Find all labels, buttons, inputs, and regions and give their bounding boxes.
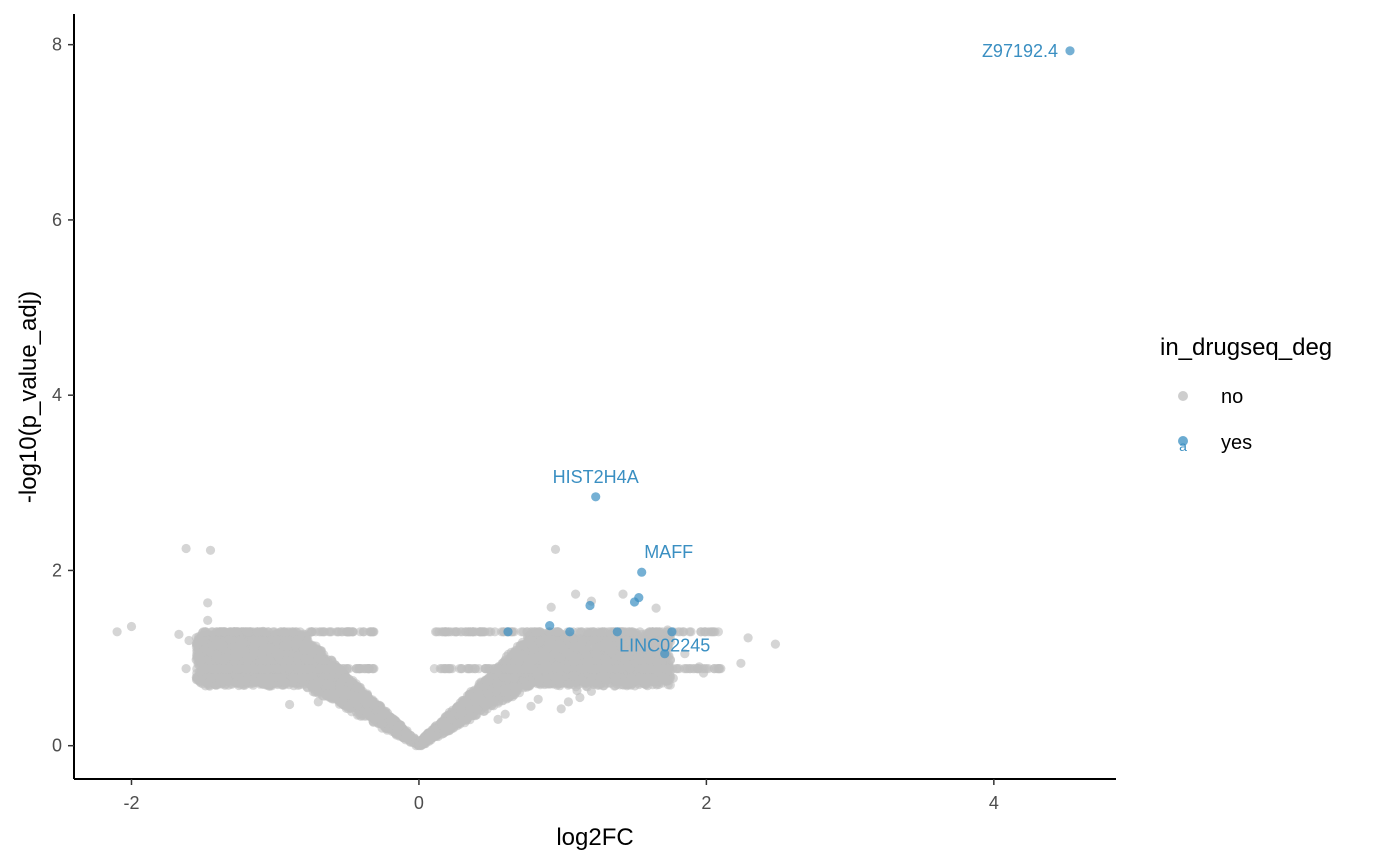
point-no	[270, 646, 280, 656]
point-no	[224, 634, 234, 644]
point-no	[220, 653, 230, 663]
point-no	[218, 640, 228, 650]
points-layer	[112, 46, 1075, 751]
point-no	[392, 728, 402, 738]
point-no	[647, 675, 657, 686]
point-no	[230, 657, 240, 667]
point-no	[386, 718, 396, 728]
point-no	[362, 707, 372, 717]
point-no	[541, 674, 551, 684]
point-no	[329, 688, 339, 699]
point-no	[197, 679, 208, 689]
point-no	[198, 636, 209, 646]
point-no	[237, 676, 247, 686]
point-no	[534, 637, 544, 648]
point-no	[313, 645, 323, 655]
point-no	[323, 680, 333, 690]
point-no	[341, 673, 351, 683]
point-no	[401, 727, 411, 738]
point-no	[282, 642, 292, 652]
point-no	[338, 696, 348, 706]
point-no	[191, 639, 201, 649]
point-no	[400, 735, 411, 745]
point-no	[578, 645, 588, 655]
point-no	[375, 713, 385, 723]
point-no	[353, 710, 363, 720]
point-no	[273, 672, 284, 682]
point-no	[291, 637, 301, 647]
point-no	[232, 642, 242, 652]
point-no	[280, 678, 290, 688]
point-no	[446, 714, 456, 725]
point-no	[352, 682, 362, 693]
point-no	[316, 655, 326, 665]
point-no	[351, 695, 361, 706]
point-no	[300, 653, 310, 663]
point-no	[307, 682, 317, 692]
point-no	[369, 700, 379, 710]
